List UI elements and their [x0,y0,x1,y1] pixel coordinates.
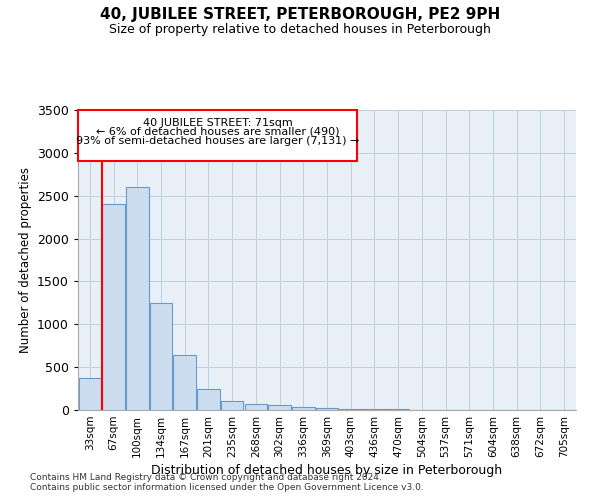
Bar [103,204,125,410]
Bar [79,378,101,410]
Bar [268,406,291,410]
Bar [197,388,220,410]
Y-axis label: Number of detached properties: Number of detached properties [19,167,32,353]
X-axis label: Distribution of detached houses by size in Peterborough: Distribution of detached houses by size … [151,464,503,477]
Text: 40 JUBILEE STREET: 71sqm: 40 JUBILEE STREET: 71sqm [143,118,292,128]
Bar [173,355,196,410]
Text: Contains HM Land Registry data © Crown copyright and database right 2024.: Contains HM Land Registry data © Crown c… [30,472,382,482]
Bar [245,404,267,410]
FancyBboxPatch shape [78,110,357,161]
Text: Size of property relative to detached houses in Peterborough: Size of property relative to detached ho… [109,22,491,36]
Bar [363,409,386,410]
Bar [292,407,314,410]
Bar [340,408,362,410]
Text: 93% of semi-detached houses are larger (7,131) →: 93% of semi-detached houses are larger (… [76,136,359,145]
Text: Contains public sector information licensed under the Open Government Licence v3: Contains public sector information licen… [30,482,424,492]
Bar [126,187,149,410]
Text: ← 6% of detached houses are smaller (490): ← 6% of detached houses are smaller (490… [95,126,339,136]
Text: 40, JUBILEE STREET, PETERBOROUGH, PE2 9PH: 40, JUBILEE STREET, PETERBOROUGH, PE2 9P… [100,8,500,22]
Bar [316,408,338,410]
Bar [150,303,172,410]
Bar [221,400,244,410]
